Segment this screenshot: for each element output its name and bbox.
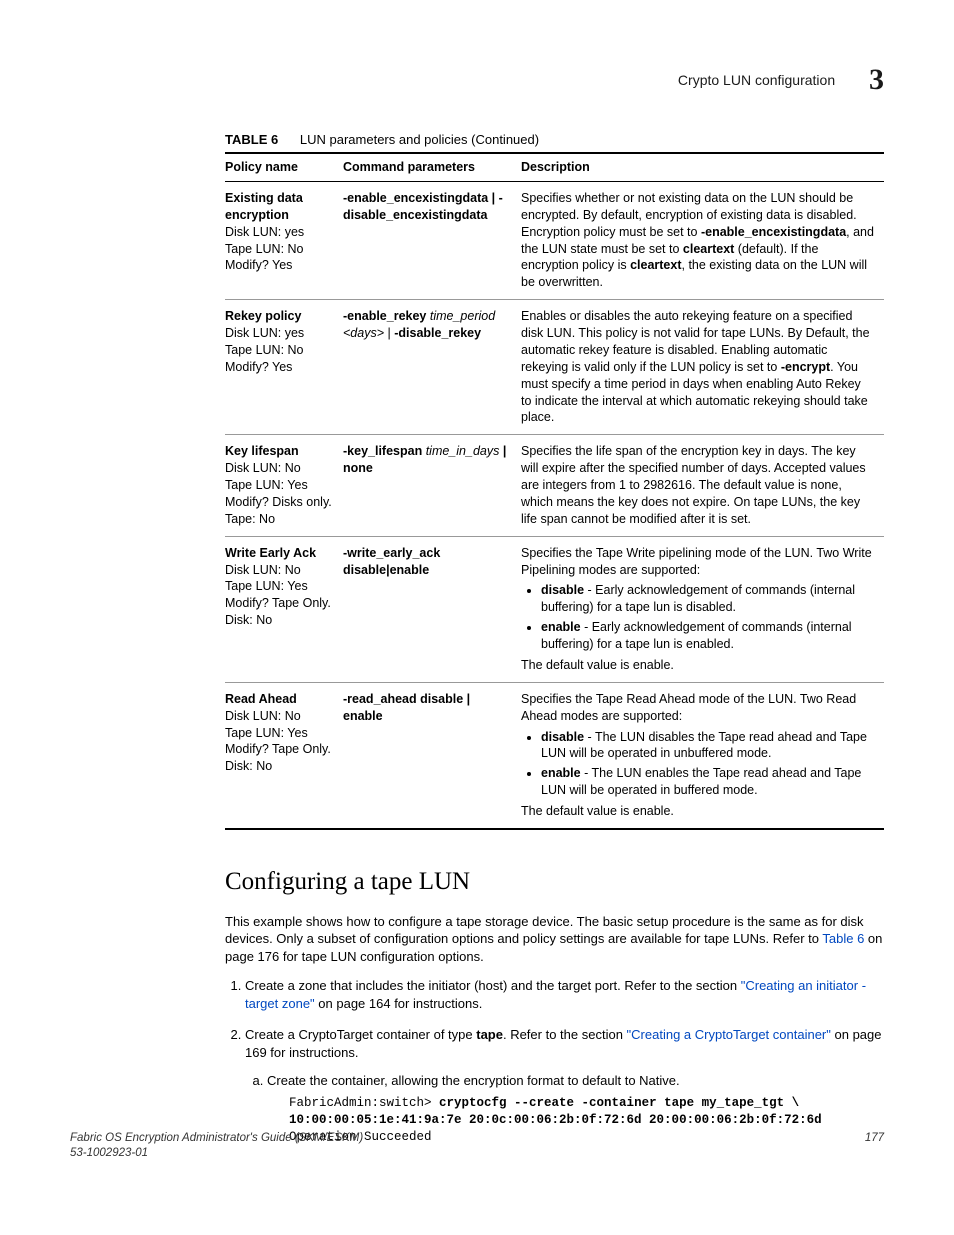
header-title: Crypto LUN configuration bbox=[678, 72, 835, 88]
policy-meta: Tape LUN: Yes bbox=[225, 478, 308, 492]
list-item: enable - The LUN enables the Tape read a… bbox=[541, 765, 874, 799]
cmd-params: -write_early_ack disable|enable bbox=[343, 546, 440, 577]
table-caption: TABLE 6 LUN parameters and policies (Con… bbox=[225, 131, 884, 149]
policy-meta: Disk LUN: No bbox=[225, 563, 301, 577]
list-item: enable - Early acknowledgement of comman… bbox=[541, 619, 874, 653]
col-policy-name: Policy name bbox=[225, 153, 343, 181]
page-number: 177 bbox=[865, 1131, 884, 1162]
page-footer: Fabric OS Encryption Administrator's Gui… bbox=[70, 1131, 884, 1162]
policy-meta: Tape LUN: No bbox=[225, 343, 304, 357]
description-cell: Specifies the life span of the encryptio… bbox=[521, 435, 884, 536]
section-heading: Configuring a tape LUN bbox=[225, 865, 884, 899]
description-cell: Specifies the Tape Write pipelining mode… bbox=[521, 536, 884, 682]
table-row: Write Early Ack Disk LUN: No Tape LUN: Y… bbox=[225, 536, 884, 682]
policy-name: Write Early Ack bbox=[225, 546, 316, 560]
policy-meta: Modify? Disks only. Tape: No bbox=[225, 495, 332, 526]
col-description: Description bbox=[521, 153, 884, 181]
running-header: Crypto LUN configuration 3 bbox=[70, 60, 884, 101]
policy-meta: Tape LUN: Yes bbox=[225, 726, 308, 740]
policy-meta: Modify? Tape Only. Disk: No bbox=[225, 596, 331, 627]
step-2: Create a CryptoTarget container of type … bbox=[245, 1026, 884, 1145]
table-row: Existing data encryption Disk LUN: yes T… bbox=[225, 181, 884, 299]
list-item: disable - The LUN disables the Tape read… bbox=[541, 729, 874, 763]
table-label: TABLE 6 bbox=[225, 132, 278, 147]
table-caption-text: LUN parameters and policies (Continued) bbox=[300, 132, 539, 147]
lun-parameters-table: Policy name Command parameters Descripti… bbox=[225, 152, 884, 830]
cmd-params: -enable_rekey time_period <days> | -disa… bbox=[343, 300, 521, 435]
policy-meta: Modify? Yes bbox=[225, 258, 292, 272]
table-6-link[interactable]: Table 6 bbox=[822, 931, 864, 946]
policy-meta: Modify? Tape Only. Disk: No bbox=[225, 742, 331, 773]
footer-docnum: 53-1002923-01 bbox=[70, 1147, 148, 1159]
policy-name: Existing data encryption bbox=[225, 191, 303, 222]
table-row: Key lifespan Disk LUN: No Tape LUN: Yes … bbox=[225, 435, 884, 536]
description-cell: Specifies the Tape Read Ahead mode of th… bbox=[521, 682, 884, 829]
policy-meta: Disk LUN: No bbox=[225, 461, 301, 475]
cmd-params: -enable_encexistingdata | -disable_encex… bbox=[343, 191, 503, 222]
intro-paragraph: This example shows how to configure a ta… bbox=[225, 913, 884, 966]
col-command-params: Command parameters bbox=[343, 153, 521, 181]
policy-meta: Disk LUN: yes bbox=[225, 225, 304, 239]
cryptotarget-link[interactable]: "Creating a CryptoTarget container" bbox=[627, 1027, 831, 1042]
table-row: Rekey policy Disk LUN: yes Tape LUN: No … bbox=[225, 300, 884, 435]
cmd-params: -read_ahead disable | enable bbox=[343, 692, 470, 723]
description-cell: Specifies whether or not existing data o… bbox=[521, 181, 884, 299]
policy-name: Key lifespan bbox=[225, 444, 299, 458]
footer-title: Fabric OS Encryption Administrator's Gui… bbox=[70, 1132, 363, 1144]
policy-meta: Modify? Yes bbox=[225, 360, 292, 374]
step-1: Create a zone that includes the initiato… bbox=[245, 977, 884, 1012]
policy-meta: Disk LUN: No bbox=[225, 709, 301, 723]
policy-meta: Tape LUN: No bbox=[225, 242, 304, 256]
list-item: disable - Early acknowledgement of comma… bbox=[541, 582, 874, 616]
description-cell: Enables or disables the auto rekeying fe… bbox=[521, 300, 884, 435]
policy-meta: Tape LUN: Yes bbox=[225, 579, 308, 593]
cmd-params: -key_lifespan time_in_days | none bbox=[343, 435, 521, 536]
policy-meta: Disk LUN: yes bbox=[225, 326, 304, 340]
table-row: Read Ahead Disk LUN: No Tape LUN: Yes Mo… bbox=[225, 682, 884, 829]
policy-name: Rekey policy bbox=[225, 309, 301, 323]
policy-name: Read Ahead bbox=[225, 692, 297, 706]
chapter-number: 3 bbox=[869, 63, 884, 96]
